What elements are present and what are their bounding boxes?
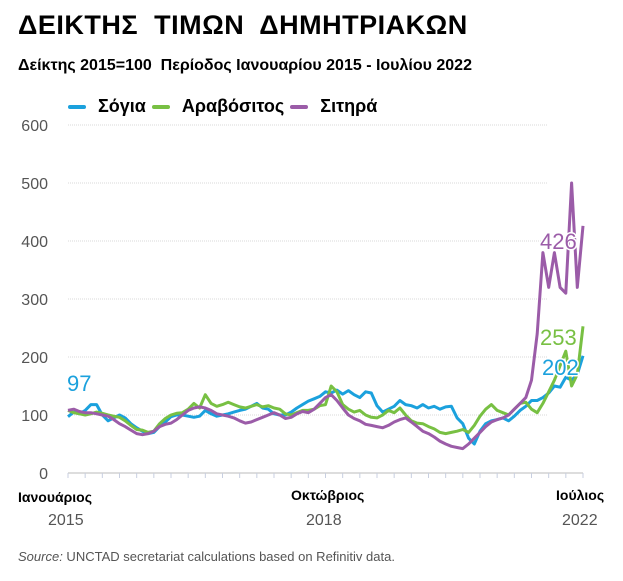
legend: Σόγια Αραβόσιτος Σιτηρά [68, 96, 383, 117]
y-tick-label: 500 [21, 176, 48, 193]
y-tick-label: 600 [21, 118, 48, 135]
start-label-soy: 97 [67, 371, 91, 396]
y-tick-label: 200 [21, 350, 48, 367]
end-label-maize: 253 [540, 325, 577, 350]
source-label: Source: [18, 549, 63, 564]
x-tick-year-0: 2015 [48, 512, 84, 529]
legend-swatch-wheat [290, 104, 309, 109]
chart-subtitle: Δείκτης 2015=100 Περίοδος Ιανουαρίου 201… [18, 57, 472, 74]
x-tick-year-2: 2022 [562, 512, 598, 529]
legend-item-soy[interactable]: Σόγια [68, 96, 146, 117]
y-tick-label: 0 [39, 466, 48, 483]
legend-item-wheat[interactable]: Σιτηρά [290, 96, 377, 117]
source-note: Source: UNCTAD secretariat calculations … [18, 549, 395, 564]
end-label-wheat: 426 [540, 229, 577, 254]
legend-swatch-maize [151, 104, 170, 109]
x-tick-month-1: Οκτώβριος [291, 487, 365, 503]
y-tick-label: 100 [21, 408, 48, 425]
x-tick-month-2: Ιούλιος [556, 487, 605, 503]
y-tick-label: 300 [21, 292, 48, 309]
source-text: UNCTAD secretariat calculations based on… [62, 549, 395, 564]
legend-label-wheat: Σιτηρά [320, 96, 378, 116]
legend-label-soy: Σόγια [98, 96, 146, 116]
x-tick-year-1: 2018 [306, 512, 342, 529]
y-tick-label: 400 [21, 234, 48, 251]
legend-item-maize[interactable]: Αραβόσιτος [151, 96, 285, 117]
series-line-wheat [67, 181, 585, 451]
legend-swatch-soy [68, 104, 86, 109]
chart-title: ΔΕΙΚΤΗΣ ΤΙΜΩΝ ΔΗΜΗΤΡΙΑΚΩΝ [18, 10, 468, 40]
legend-label-maize: Αραβόσιτος [181, 96, 285, 116]
end-label-soy: 202 [542, 355, 579, 380]
x-tick-month-0: Ιανουάριος [18, 489, 92, 505]
